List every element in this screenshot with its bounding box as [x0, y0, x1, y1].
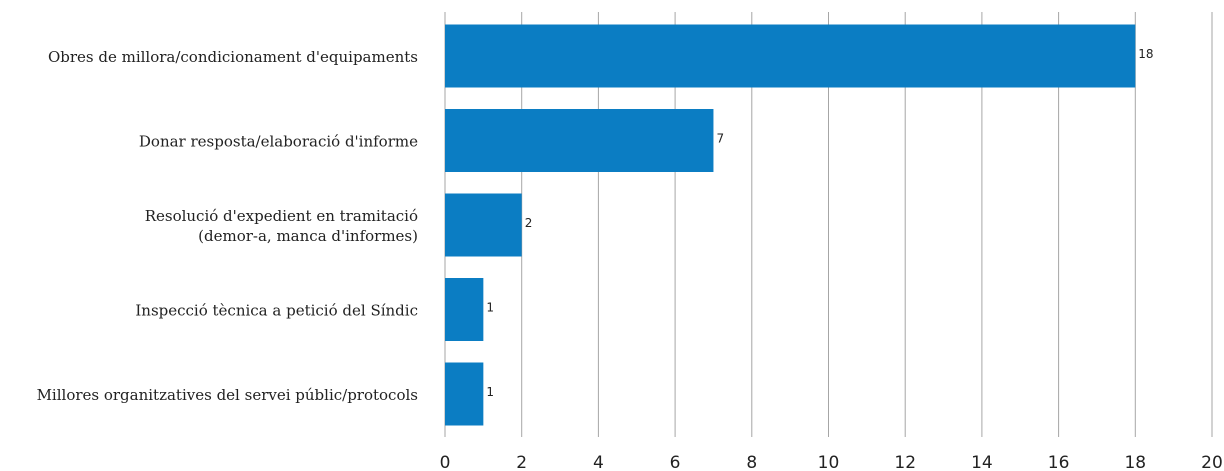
x-tick-label-18: 18: [1124, 453, 1146, 471]
x-tick-label-12: 12: [894, 453, 916, 471]
x-tick-label-16: 16: [1048, 453, 1070, 471]
category-labels: Obres de millora/condicionament d'equipa…: [37, 48, 419, 404]
bar-3: [445, 193, 522, 257]
bars: [445, 24, 1136, 426]
category-label-5: Millores organitzatives del servei públi…: [37, 386, 418, 404]
data-label-1: 18: [1138, 47, 1153, 61]
x-tick-label-4: 4: [593, 453, 604, 471]
bar-1: [445, 24, 1136, 88]
data-labels: 18 7 2 1 1: [486, 47, 1153, 399]
data-label-3: 2: [525, 216, 533, 230]
bar-4: [445, 278, 484, 341]
category-label-3-line-1: Resolució d'expedient en tramitació: [145, 207, 418, 225]
category-label-3-line-2: (demor-a, manca d'informes): [198, 227, 418, 245]
category-label-2: Donar resposta/elaboració d'informe: [139, 133, 418, 151]
data-label-2: 7: [716, 132, 724, 146]
x-tick-label-2: 2: [516, 453, 527, 471]
x-tick-label-20: 20: [1201, 453, 1223, 471]
bar-2: [445, 109, 714, 172]
x-tick-label-6: 6: [670, 453, 681, 471]
data-label-4: 1: [486, 301, 494, 315]
x-tick-label-10: 10: [818, 453, 840, 471]
x-tick-label-14: 14: [971, 453, 993, 471]
category-label-1: Obres de millora/condicionament d'equipa…: [48, 48, 418, 66]
data-label-5: 1: [486, 385, 494, 399]
category-label-4: Inspecció tècnica a petició del Síndic: [135, 302, 418, 320]
x-tick-labels: 0 2 4 6 8 10 12 14 16 18 20: [440, 453, 1223, 471]
x-tick-label-8: 8: [746, 453, 757, 471]
x-tick-label-0: 0: [440, 453, 451, 471]
bar-5: [445, 362, 484, 426]
